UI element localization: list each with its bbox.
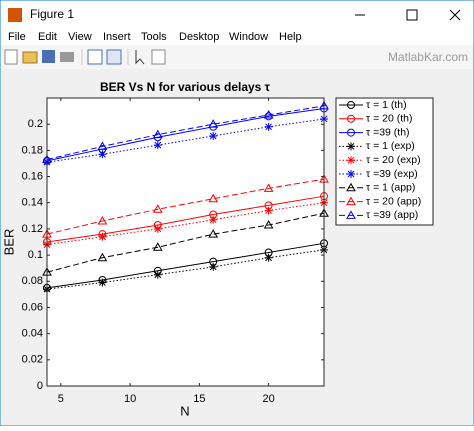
colorbar-icon[interactable] — [87, 49, 103, 65]
legend-label: τ = 20 (app) — [366, 195, 421, 207]
new-icon[interactable] — [4, 49, 18, 65]
marker — [208, 193, 219, 203]
legend-marker — [346, 196, 356, 206]
maximize-button[interactable] — [406, 9, 418, 21]
y-tick-label: 0.14 — [22, 197, 43, 209]
legend-label: τ = 1 (th) — [366, 99, 407, 111]
watermark: MatlabKar.com — [388, 50, 468, 64]
legend-marker — [347, 101, 355, 109]
legend-marker — [347, 170, 355, 178]
menu-item[interactable]: Desktop — [179, 31, 219, 43]
marker — [153, 224, 162, 233]
legend-marker — [347, 114, 355, 123]
app-icon — [8, 8, 22, 22]
series-line — [46, 249, 325, 290]
marker — [209, 215, 218, 224]
legend-marker — [347, 128, 355, 137]
legend-label: τ =39 (exp) — [366, 168, 418, 180]
legend-label: τ = 1 (app) — [366, 182, 415, 194]
marker — [97, 252, 108, 262]
y-tick-label: 0.04 — [22, 328, 43, 340]
series-line — [46, 202, 325, 246]
toolbar-icons — [4, 49, 166, 65]
marker — [98, 278, 107, 287]
marker — [264, 206, 273, 215]
legend-icon[interactable] — [106, 49, 122, 65]
y-axis-label: BER — [1, 229, 16, 256]
legend-label: τ = 20 (exp) — [366, 154, 421, 166]
menu-item[interactable]: View — [68, 31, 92, 43]
y-tick-label: 0.08 — [22, 275, 43, 287]
x-tick-label: 5 — [58, 393, 64, 405]
series-line — [46, 118, 325, 163]
print-icon[interactable] — [60, 52, 74, 62]
series-line — [46, 178, 325, 235]
x-tick-label: 15 — [193, 393, 205, 405]
series-line — [46, 107, 325, 162]
menu-item[interactable]: Window — [229, 31, 268, 43]
marker — [208, 119, 219, 128]
y-tick-label: 0.06 — [22, 301, 43, 313]
y-tick-label: 0 — [37, 380, 43, 392]
axes-box — [46, 97, 325, 387]
y-tick-label: 0.1 — [28, 249, 43, 261]
y-tick-label: 0.16 — [22, 170, 43, 182]
marker — [209, 131, 218, 140]
x-tick-label: 10 — [124, 393, 136, 405]
marker — [263, 183, 274, 192]
x-axis-label: N — [180, 403, 189, 418]
marker — [97, 216, 108, 225]
marker — [264, 122, 273, 131]
legend-marker — [347, 142, 355, 151]
marker — [153, 141, 162, 150]
menu-item[interactable]: File — [8, 31, 26, 43]
marker — [152, 204, 163, 213]
legend-marker — [346, 182, 356, 192]
marker — [208, 229, 219, 238]
marker — [98, 232, 107, 241]
menu-item[interactable]: Insert — [103, 31, 131, 43]
window-title: Figure 1 — [30, 7, 74, 21]
toolbar — [1, 45, 473, 69]
marker — [152, 242, 163, 251]
plot-area — [47, 98, 324, 386]
y-tick-label: 0.2 — [28, 118, 43, 130]
marker — [263, 110, 274, 119]
y-tick-label: 0.18 — [22, 144, 43, 156]
marker — [153, 270, 162, 279]
marker — [152, 129, 163, 139]
menu-item[interactable]: Edit — [38, 31, 57, 43]
series-line — [46, 242, 325, 289]
menu-bar — [1, 30, 473, 45]
marker — [97, 141, 108, 150]
y-tick-label: 0.12 — [22, 223, 43, 235]
series-line — [46, 212, 325, 273]
close-button[interactable] — [449, 9, 461, 21]
save-icon[interactable] — [42, 50, 55, 63]
chart-title: BER Vs N for various delays τ — [100, 80, 271, 94]
y-tick-label: 0.02 — [22, 354, 43, 366]
legend-label: τ =39 (app) — [366, 209, 418, 221]
x-tick-label: 20 — [262, 393, 274, 405]
legend-marker — [347, 156, 355, 165]
marker — [209, 262, 218, 271]
series-line — [46, 195, 325, 243]
marker — [98, 150, 107, 159]
marker — [263, 219, 274, 229]
legend-marker — [346, 210, 356, 219]
open-icon[interactable] — [22, 51, 38, 64]
series-line — [46, 105, 325, 161]
menu-item[interactable]: Help — [279, 31, 302, 43]
menu-item[interactable]: Tools — [141, 31, 167, 43]
legend-label: τ = 1 (exp) — [366, 140, 415, 152]
marker — [264, 253, 273, 262]
title-bar — [1, 1, 473, 30]
legend-label: τ =39 (th) — [366, 126, 410, 138]
property-icon[interactable] — [151, 49, 166, 65]
pointer-icon[interactable] — [135, 50, 145, 65]
legend-label: τ = 20 (th) — [366, 113, 412, 125]
